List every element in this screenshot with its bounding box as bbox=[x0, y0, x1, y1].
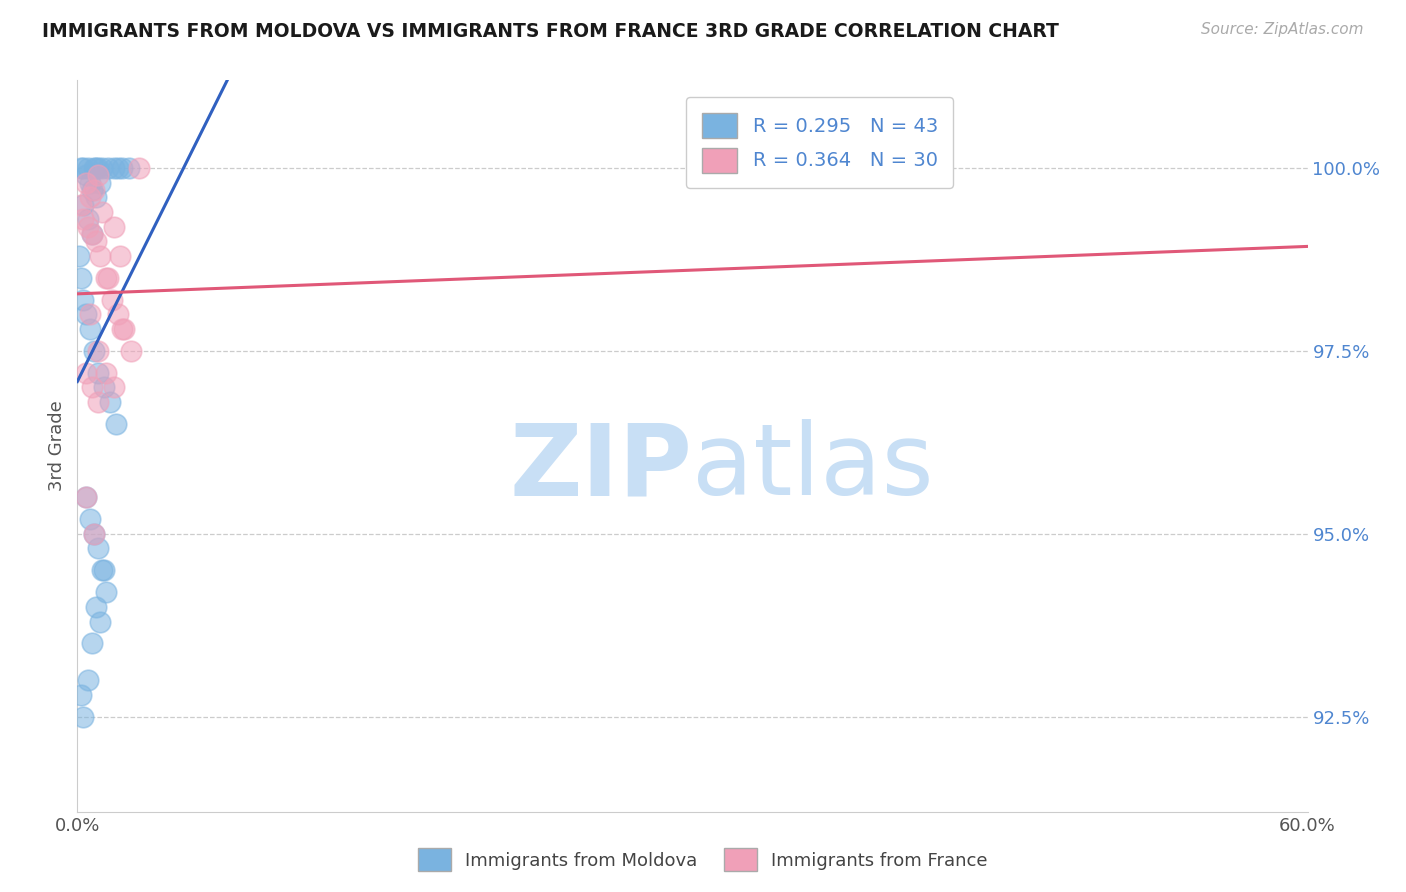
Point bbox=[79, 322, 101, 336]
Point bbox=[97, 161, 120, 175]
Point bbox=[83, 343, 105, 358]
Point bbox=[103, 380, 125, 394]
Point bbox=[87, 395, 110, 409]
Point bbox=[83, 526, 105, 541]
Point bbox=[75, 169, 97, 183]
Point bbox=[72, 161, 94, 175]
Text: atlas: atlas bbox=[693, 419, 934, 516]
Point bbox=[72, 293, 94, 307]
Point bbox=[70, 688, 93, 702]
Point bbox=[75, 490, 97, 504]
Point bbox=[89, 176, 111, 190]
Point bbox=[84, 234, 107, 248]
Point bbox=[80, 636, 103, 650]
Point bbox=[87, 161, 110, 175]
Point bbox=[90, 563, 114, 577]
Point bbox=[94, 366, 117, 380]
Point bbox=[87, 343, 110, 358]
Legend: Immigrants from Moldova, Immigrants from France: Immigrants from Moldova, Immigrants from… bbox=[411, 841, 995, 879]
Point bbox=[105, 417, 128, 431]
Point bbox=[93, 380, 115, 394]
Point bbox=[80, 380, 103, 394]
Point bbox=[79, 176, 101, 190]
Point bbox=[76, 161, 98, 175]
Point bbox=[117, 161, 139, 175]
Point bbox=[90, 205, 114, 219]
Point bbox=[83, 526, 105, 541]
Point bbox=[72, 709, 94, 723]
Point bbox=[76, 673, 98, 687]
Point bbox=[97, 270, 120, 285]
Point bbox=[70, 270, 93, 285]
Point bbox=[94, 585, 117, 599]
Point bbox=[76, 212, 98, 227]
Point bbox=[107, 161, 129, 175]
Point bbox=[87, 169, 110, 183]
Point bbox=[107, 307, 129, 321]
Point bbox=[72, 212, 94, 227]
Point bbox=[84, 161, 107, 175]
Point bbox=[84, 599, 107, 614]
Point bbox=[83, 161, 105, 175]
Point bbox=[84, 190, 107, 204]
Y-axis label: 3rd Grade: 3rd Grade bbox=[48, 401, 66, 491]
Point bbox=[76, 219, 98, 234]
Text: IMMIGRANTS FROM MOLDOVA VS IMMIGRANTS FROM FRANCE 3RD GRADE CORRELATION CHART: IMMIGRANTS FROM MOLDOVA VS IMMIGRANTS FR… bbox=[42, 22, 1059, 41]
Point bbox=[79, 190, 101, 204]
Point bbox=[89, 249, 111, 263]
Point bbox=[103, 219, 125, 234]
Point bbox=[70, 197, 93, 211]
Point bbox=[75, 176, 97, 190]
Point bbox=[67, 249, 90, 263]
Legend: R = 0.295   N = 43, R = 0.364   N = 30: R = 0.295 N = 43, R = 0.364 N = 30 bbox=[686, 97, 953, 188]
Point bbox=[103, 161, 125, 175]
Point bbox=[111, 161, 134, 175]
Text: Source: ZipAtlas.com: Source: ZipAtlas.com bbox=[1201, 22, 1364, 37]
Point bbox=[90, 161, 114, 175]
Text: ZIP: ZIP bbox=[509, 419, 693, 516]
Point bbox=[89, 615, 111, 629]
Point bbox=[110, 249, 132, 263]
Point bbox=[114, 322, 136, 336]
Point bbox=[75, 490, 97, 504]
Point bbox=[101, 293, 124, 307]
Point bbox=[75, 366, 97, 380]
Point bbox=[87, 366, 110, 380]
Point bbox=[80, 227, 103, 241]
Point bbox=[80, 227, 103, 241]
Point bbox=[70, 161, 93, 175]
Point bbox=[128, 161, 150, 175]
Point bbox=[120, 343, 142, 358]
Point bbox=[79, 512, 101, 526]
Point bbox=[75, 307, 97, 321]
Point bbox=[79, 307, 101, 321]
Point bbox=[80, 183, 103, 197]
Point bbox=[87, 541, 110, 556]
Point bbox=[111, 322, 134, 336]
Point bbox=[98, 395, 121, 409]
Point bbox=[93, 563, 115, 577]
Point bbox=[83, 183, 105, 197]
Point bbox=[94, 270, 117, 285]
Point bbox=[72, 197, 94, 211]
